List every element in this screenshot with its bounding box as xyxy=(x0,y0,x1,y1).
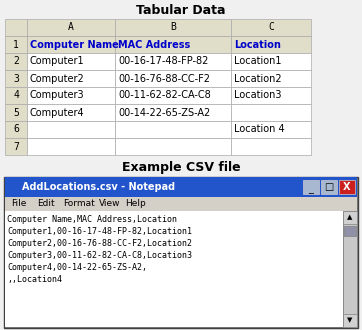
Text: ,,Location4: ,,Location4 xyxy=(7,275,62,284)
Bar xyxy=(27,138,115,155)
Bar xyxy=(339,180,355,194)
Text: MAC Address: MAC Address xyxy=(118,40,190,50)
Text: Location1: Location1 xyxy=(234,56,282,67)
Bar xyxy=(115,19,231,36)
Bar xyxy=(321,180,337,194)
Bar xyxy=(5,121,27,138)
Bar xyxy=(115,138,231,155)
Bar xyxy=(27,36,115,53)
Text: AddLocations.csv - Notepad: AddLocations.csv - Notepad xyxy=(22,182,175,192)
Text: Computer1,00-16-17-48-FP-82,Location1: Computer1,00-16-17-48-FP-82,Location1 xyxy=(7,227,192,236)
Text: Edit: Edit xyxy=(37,200,55,209)
Bar xyxy=(231,104,311,121)
Text: 00-14-22-65-ZS-A2: 00-14-22-65-ZS-A2 xyxy=(118,108,210,117)
Text: 1: 1 xyxy=(13,40,19,50)
Text: View: View xyxy=(99,200,121,209)
Bar xyxy=(27,70,115,87)
Bar xyxy=(231,70,311,87)
Bar xyxy=(5,36,27,53)
Bar xyxy=(27,53,115,70)
Bar xyxy=(115,121,231,138)
Text: Computer4: Computer4 xyxy=(30,108,85,117)
Bar xyxy=(27,87,115,104)
Bar xyxy=(231,121,311,138)
Text: Computer1: Computer1 xyxy=(30,56,85,67)
Text: B: B xyxy=(170,22,176,32)
Text: A: A xyxy=(68,22,74,32)
Bar xyxy=(27,19,115,36)
Text: 3: 3 xyxy=(13,74,19,83)
Text: 5: 5 xyxy=(13,108,19,117)
Bar xyxy=(343,211,357,327)
Text: Help: Help xyxy=(125,200,146,209)
Text: ▼: ▼ xyxy=(347,317,353,323)
Text: Location3: Location3 xyxy=(234,90,282,101)
Bar xyxy=(303,180,319,194)
Bar xyxy=(231,87,311,104)
Bar xyxy=(343,211,357,224)
Bar xyxy=(5,177,357,197)
Bar xyxy=(231,138,311,155)
Bar xyxy=(5,138,27,155)
Bar xyxy=(115,104,231,121)
Text: Computer Name: Computer Name xyxy=(30,40,119,50)
Text: C: C xyxy=(268,22,274,32)
Text: 00-16-76-88-CC-F2: 00-16-76-88-CC-F2 xyxy=(118,74,210,83)
Text: X: X xyxy=(343,182,351,192)
Bar xyxy=(231,19,311,36)
Text: File: File xyxy=(11,200,26,209)
Text: 6: 6 xyxy=(13,124,19,135)
Text: 00-16-17-48-FP-82: 00-16-17-48-FP-82 xyxy=(118,56,209,67)
Bar xyxy=(5,19,27,36)
Text: Tabular Data: Tabular Data xyxy=(136,4,226,17)
Text: Computer4,00-14-22-65-ZS-A2,: Computer4,00-14-22-65-ZS-A2, xyxy=(7,263,147,272)
Text: Format: Format xyxy=(63,200,95,209)
Text: 4: 4 xyxy=(13,90,19,101)
Bar xyxy=(5,70,27,87)
Text: Computer3,00-11-62-82-CA-C8,Location3: Computer3,00-11-62-82-CA-C8,Location3 xyxy=(7,251,192,260)
Bar xyxy=(27,104,115,121)
Text: □: □ xyxy=(324,182,334,192)
Bar xyxy=(115,36,231,53)
Bar xyxy=(5,87,27,104)
Bar xyxy=(5,197,357,211)
Text: Computer2: Computer2 xyxy=(30,74,85,83)
Text: Computer Name,MAC Address,Location: Computer Name,MAC Address,Location xyxy=(7,215,177,224)
Text: 7: 7 xyxy=(13,142,19,151)
Bar xyxy=(5,211,343,327)
Bar xyxy=(115,70,231,87)
Text: Computer2,00-16-76-88-CC-F2,Location2: Computer2,00-16-76-88-CC-F2,Location2 xyxy=(7,239,192,248)
Text: Example CSV file: Example CSV file xyxy=(122,160,240,174)
Text: Location: Location xyxy=(234,40,281,50)
Text: _: _ xyxy=(308,184,313,194)
Text: 00-11-62-82-CA-C8: 00-11-62-82-CA-C8 xyxy=(118,90,211,101)
Bar xyxy=(4,177,358,328)
Bar xyxy=(343,314,357,327)
Bar xyxy=(344,226,356,236)
Text: ▲: ▲ xyxy=(347,214,353,220)
Bar xyxy=(5,53,27,70)
Bar xyxy=(231,36,311,53)
Text: Location 4: Location 4 xyxy=(234,124,285,135)
Bar xyxy=(115,53,231,70)
Bar xyxy=(5,104,27,121)
Bar xyxy=(115,87,231,104)
Bar xyxy=(231,53,311,70)
Text: Computer3: Computer3 xyxy=(30,90,85,101)
Bar xyxy=(27,121,115,138)
Text: Location2: Location2 xyxy=(234,74,282,83)
Text: 2: 2 xyxy=(13,56,19,67)
